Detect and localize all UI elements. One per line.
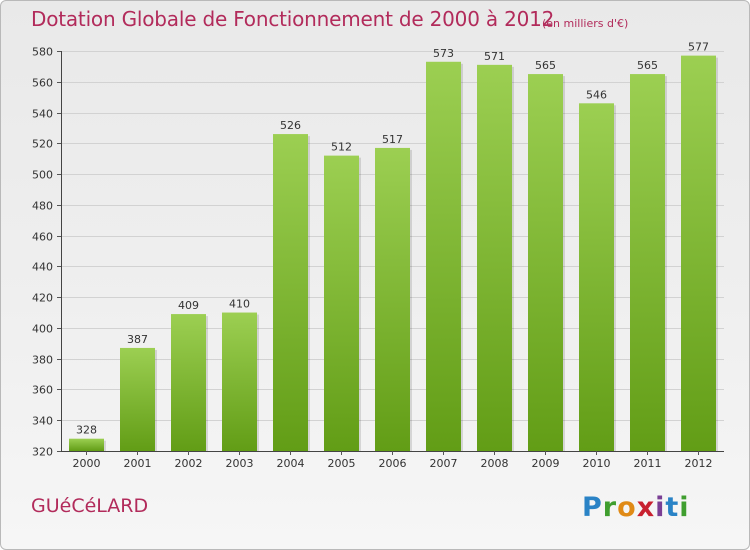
y-tick-label: 420	[32, 292, 53, 305]
y-tick-label: 500	[32, 169, 53, 182]
x-tick-label: 2012	[685, 457, 713, 470]
data-label: 512	[331, 141, 352, 154]
x-tick-label: 2011	[634, 457, 662, 470]
y-tick-label: 580	[32, 46, 53, 59]
data-label: 328	[76, 424, 97, 437]
bar	[273, 134, 308, 452]
x-tick-label: 2006	[379, 457, 407, 470]
bar	[477, 64, 512, 451]
bar	[324, 155, 359, 451]
data-label: 577	[688, 41, 709, 54]
y-tick-label: 440	[32, 261, 53, 274]
data-label: 571	[484, 50, 505, 63]
x-tick-label: 2010	[583, 457, 611, 470]
y-tick-label: 480	[32, 200, 53, 213]
data-label: 573	[433, 47, 454, 60]
x-tick-label: 2008	[481, 457, 509, 470]
chart-subtitle: (en milliers d'€)	[542, 17, 629, 30]
y-tick-label: 340	[32, 415, 53, 428]
bar	[171, 314, 206, 451]
x-tick-label: 2001	[124, 457, 152, 470]
data-label: 565	[535, 59, 556, 72]
x-tick-label: 2009	[532, 457, 560, 470]
x-tick-label: 2003	[226, 457, 254, 470]
y-tick-label: 400	[32, 323, 53, 336]
data-label: 387	[127, 333, 148, 346]
x-tick-label: 2002	[175, 457, 203, 470]
y-tick-label: 540	[32, 108, 53, 121]
chart-title: Dotation Globale de Fonctionnement de 20…	[31, 7, 555, 31]
bar	[69, 438, 104, 451]
svg-text:Proxiti: Proxiti	[582, 492, 690, 522]
data-label: 410	[229, 298, 250, 311]
commune-name: GUéCéLARD	[31, 495, 149, 517]
bar	[222, 312, 257, 451]
bar	[375, 147, 410, 451]
y-tick-label: 320	[32, 446, 53, 459]
y-tick-label: 560	[32, 77, 53, 90]
bar	[426, 61, 461, 452]
data-label: 409	[178, 299, 199, 312]
x-tick-label: 2000	[73, 457, 101, 470]
data-label: 517	[382, 133, 403, 146]
data-label: 565	[637, 59, 658, 72]
y-tick-label: 380	[32, 354, 53, 367]
bar	[120, 347, 155, 451]
x-tick-label: 2007	[430, 457, 458, 470]
bar	[630, 74, 665, 452]
y-tick-label: 460	[32, 231, 53, 244]
bar	[681, 55, 716, 451]
bar	[528, 74, 563, 452]
y-tick-label: 520	[32, 138, 53, 151]
x-tick-label: 2004	[277, 457, 305, 470]
bar	[579, 103, 614, 452]
x-tick-label: 2005	[328, 457, 356, 470]
proxiti-logo: Proxiti	[582, 492, 690, 522]
data-label: 526	[280, 119, 301, 132]
data-label: 546	[586, 88, 607, 101]
y-tick-label: 360	[32, 384, 53, 397]
